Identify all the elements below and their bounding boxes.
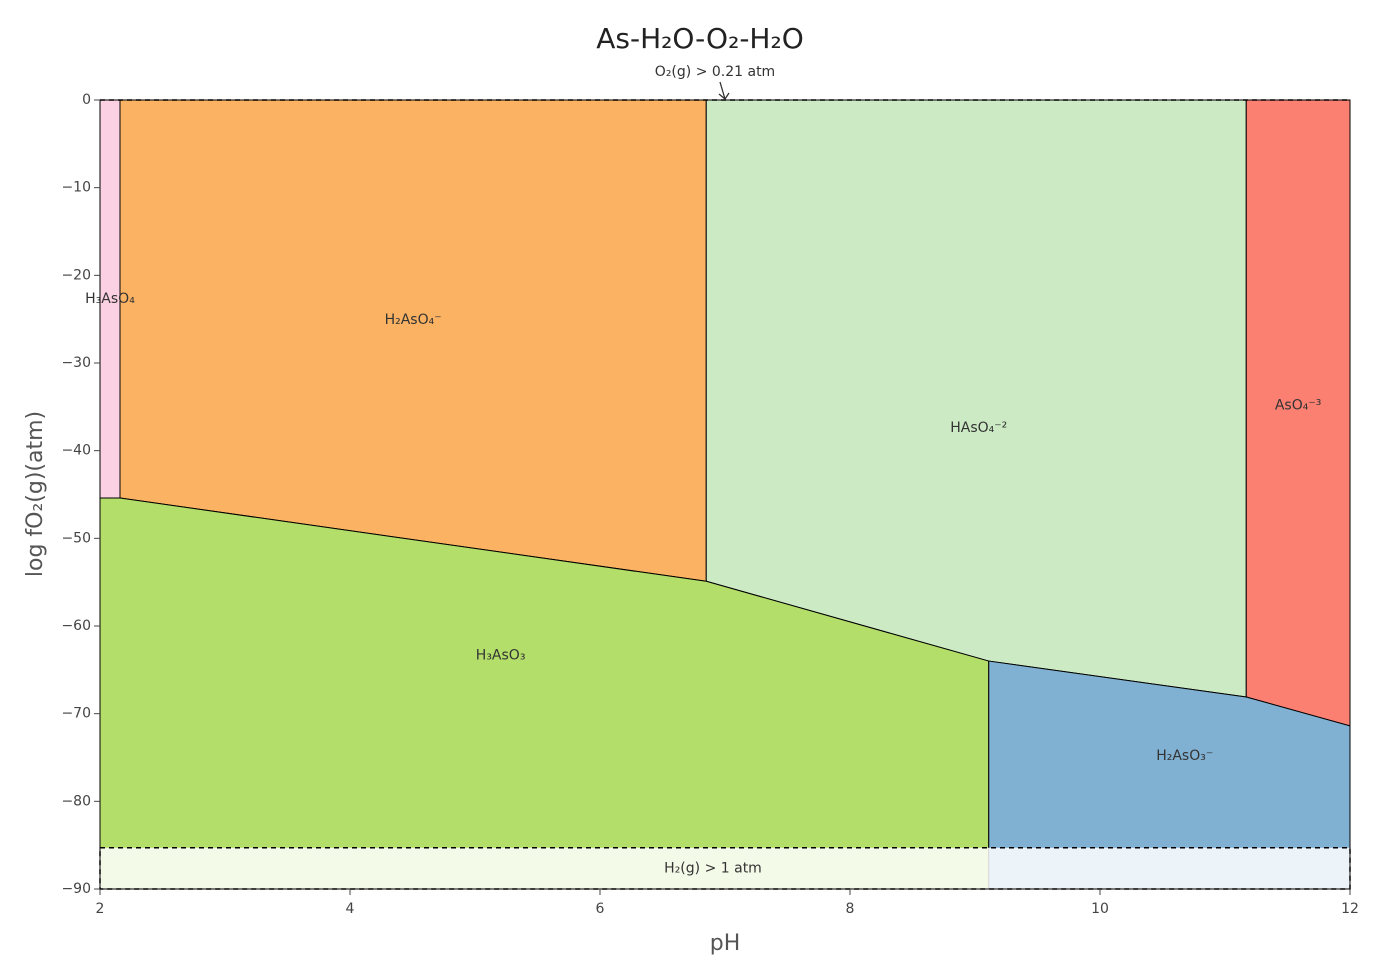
y-tick-label: −50 <box>61 530 91 546</box>
x-tick-label: 6 <box>596 901 605 917</box>
region-label: HAsO₄⁻² <box>950 420 1007 436</box>
region-label: H₂AsO₃⁻ <box>1156 748 1213 764</box>
y-tick-label: 0 <box>82 92 91 108</box>
chart-title: As-H₂O-O₂-H₂O <box>596 22 804 55</box>
x-tick-label: 12 <box>1341 901 1359 917</box>
y-tick-label: −70 <box>61 706 91 722</box>
o2-annotation: O₂(g) > 0.21 atm <box>655 64 775 80</box>
y-tick-label: −40 <box>61 443 91 459</box>
x-axis-label: pH <box>710 931 741 956</box>
o2-arrow <box>718 81 730 100</box>
x-tick-label: 4 <box>346 901 355 917</box>
region-label: H₃AsO₄ <box>85 291 135 307</box>
h2-band <box>100 847 1350 889</box>
region-label: AsO₄⁻³ <box>1275 398 1322 414</box>
region <box>119 99 707 582</box>
x-tick-label: 2 <box>96 901 105 917</box>
x-tick-label: 8 <box>846 901 855 917</box>
h2-annotation: H₂(g) > 1 atm <box>664 860 762 876</box>
y-tick-label: −20 <box>61 267 91 283</box>
region-label: H₃AsO₃ <box>476 648 526 664</box>
y-axis-label: log fO₂(g)(atm) <box>23 411 48 577</box>
region-label: H₂AsO₄⁻ <box>385 312 442 328</box>
y-tick-label: −80 <box>61 793 91 809</box>
plot-frame <box>99 99 1351 890</box>
y-tick-label: −60 <box>61 618 91 634</box>
y-tick-label: −10 <box>61 180 91 196</box>
y-tick-label: −30 <box>61 355 91 371</box>
y-tick-label: −90 <box>61 881 91 897</box>
x-tick-label: 10 <box>1091 901 1109 917</box>
